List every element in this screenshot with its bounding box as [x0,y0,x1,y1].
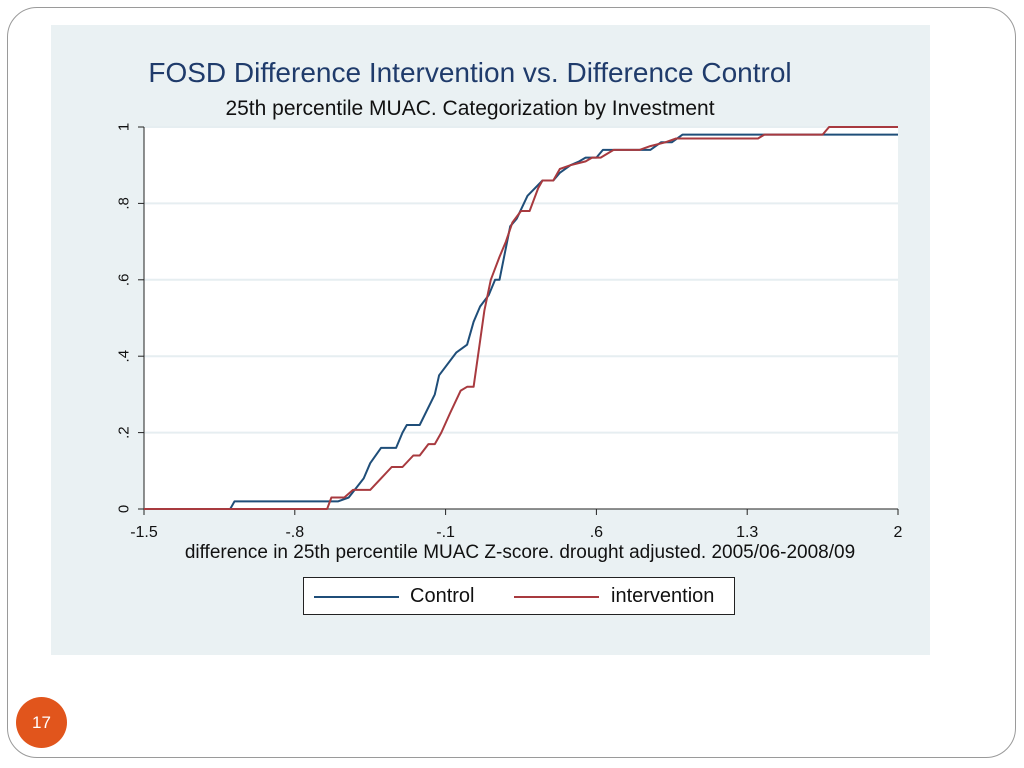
x-tick-label: -.8 [285,524,304,541]
plot-area [144,127,898,509]
y-tick-label: .6 [116,274,133,287]
series-line-intervention [144,126,898,510]
chart-legend: Control intervention [303,577,735,615]
legend-swatch-control [314,596,399,598]
x-tick-label: 1.3 [736,524,758,541]
y-tick-label: .4 [116,350,133,363]
x-tick-label: -.1 [436,524,455,541]
x-tick-label: .6 [590,524,603,541]
legend-label-control: Control [410,585,475,607]
y-tick-label: 1 [116,123,133,131]
legend-swatch-intervention [514,596,599,598]
y-tick-label: 0 [116,505,133,513]
grid-lines [144,126,898,434]
x-axis-label: difference in 25th percentile MUAC Z-sco… [185,542,855,563]
axis-ticks: 0 .2 .4 .6 .8 1 -1.5 -.8 -.1 .6 1.3 2 [116,123,903,541]
chart-subtitle: 25th percentile MUAC. Categorization by … [225,97,715,120]
legend-label-intervention: intervention [611,585,715,607]
y-tick-label: .2 [116,426,133,439]
x-tick-label: 2 [894,524,903,541]
x-tick-label: -1.5 [130,524,158,541]
series-lines [144,126,898,510]
page-number-badge: 17 [16,697,67,748]
y-tick-label: .8 [116,197,133,210]
chart-title: FOSD Difference Intervention vs. Differe… [148,57,792,88]
